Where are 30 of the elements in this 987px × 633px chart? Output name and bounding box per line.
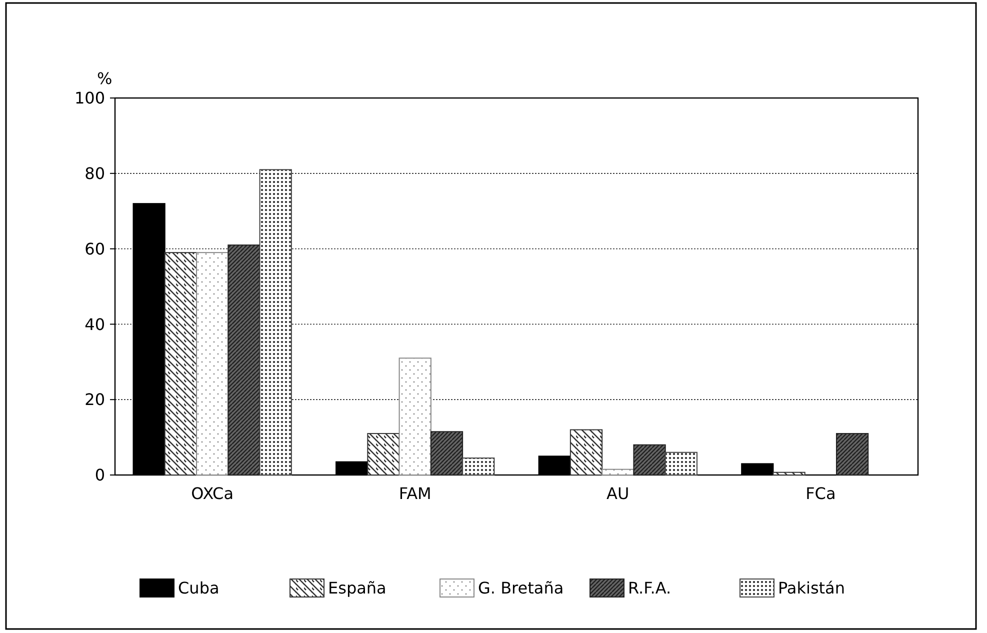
- bar: [633, 444, 666, 476]
- y-tick-label: 20: [84, 390, 105, 410]
- x-tick-label: OXCa: [191, 484, 234, 503]
- y-axis-title: %: [97, 69, 112, 88]
- y-tick-label: 100: [74, 88, 105, 108]
- bar: [570, 429, 603, 476]
- x-tick-label: AU: [606, 484, 630, 503]
- bar: [602, 468, 634, 476]
- bar: [228, 244, 260, 476]
- bar: [259, 169, 292, 476]
- bar: [430, 431, 464, 476]
- bar: [398, 358, 432, 476]
- legend-label: G. Bretaña: [478, 578, 564, 598]
- bar: [196, 252, 229, 476]
- y-tick-label: 40: [84, 314, 105, 334]
- bar: [462, 458, 495, 476]
- y-tick-label: 80: [84, 164, 105, 183]
- x-tick-label: FCa: [806, 484, 836, 503]
- legend-label: R.F.A.: [628, 578, 672, 598]
- bar: [664, 452, 698, 476]
- x-tick-label: FAM: [398, 484, 432, 503]
- legend-label: Cuba: [178, 578, 220, 598]
- legend-label: Pakistán: [778, 578, 845, 598]
- y-tick-label: 0: [94, 466, 105, 485]
- legend-label: España: [328, 578, 386, 598]
- bar: [772, 472, 806, 476]
- bar: [836, 433, 869, 476]
- y-tick-label: 60: [84, 239, 105, 258]
- bar: [367, 433, 400, 476]
- bar: [164, 252, 198, 476]
